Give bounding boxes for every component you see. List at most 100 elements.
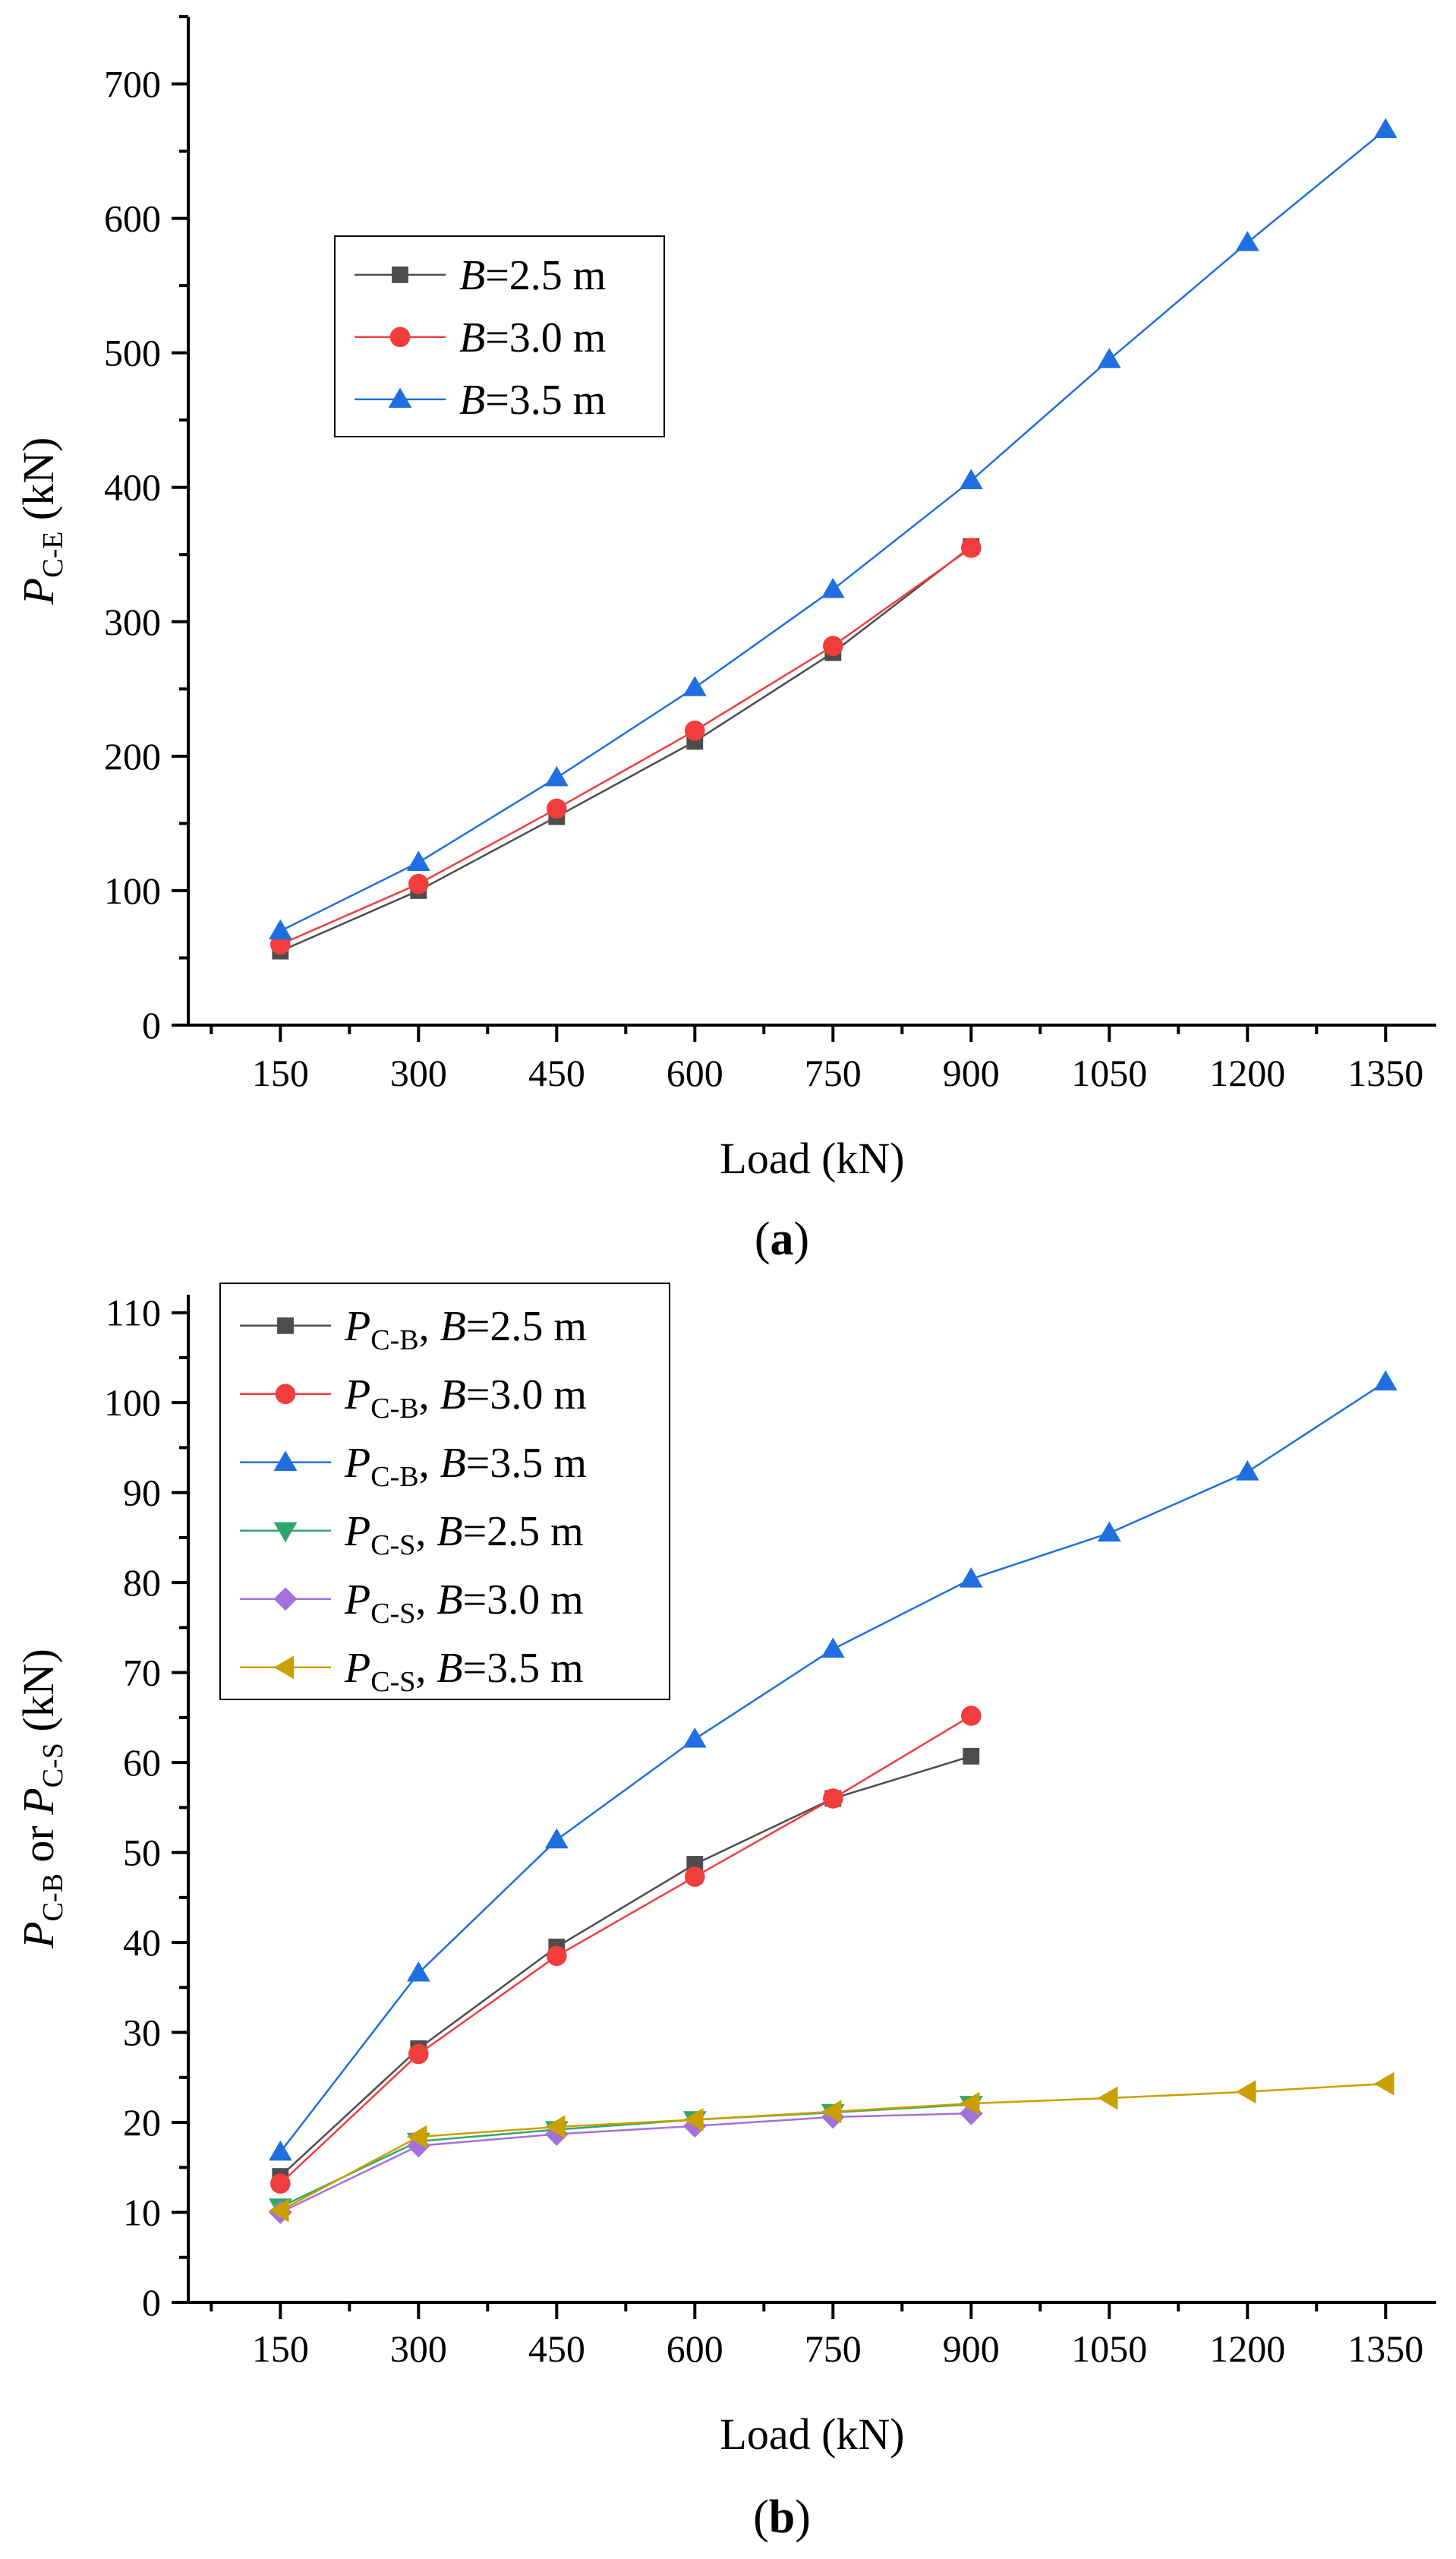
- data-point: [822, 1788, 843, 1809]
- data-point: [268, 2140, 292, 2161]
- y-tick-label: 500: [104, 332, 161, 374]
- legend-symbol: P: [344, 1371, 370, 1418]
- legend-variable: B: [436, 1508, 462, 1555]
- data-point: [547, 1945, 567, 1967]
- legend-subscript: C-B: [370, 1461, 418, 1493]
- legend-separator: ,: [415, 1645, 436, 1692]
- legend-variable: B: [440, 1440, 466, 1487]
- data-point: [1235, 2080, 1256, 2104]
- legend-separator: ,: [419, 1303, 440, 1350]
- y-tick-label: 600: [104, 197, 161, 240]
- legend-value: =2.5 m: [463, 1508, 584, 1555]
- legend-label: PC-B, B=3.0 m: [344, 1371, 587, 1425]
- x-tick-label: 1200: [1209, 1052, 1285, 1094]
- data-point: [822, 636, 843, 656]
- legend-variable: B: [436, 1645, 462, 1692]
- data-point: [406, 850, 430, 871]
- data-point: [408, 873, 429, 895]
- data-point: [270, 2173, 291, 2194]
- data-point: [821, 2100, 842, 2124]
- caption-letter: a: [771, 1213, 794, 1265]
- y-axis-title-unit: (kN): [14, 437, 63, 532]
- x-tick-label: 1050: [1071, 2327, 1147, 2370]
- legend-variable: B: [459, 314, 485, 361]
- x-tick-label: 600: [667, 2327, 723, 2370]
- x-tick-label: 750: [805, 1052, 862, 1094]
- series-2: [268, 1370, 1398, 2161]
- y-tick-label: 80: [123, 1561, 161, 1604]
- legend-marker: [273, 1655, 295, 1680]
- data-point: [268, 919, 292, 940]
- x-tick-label: 750: [805, 2327, 862, 2370]
- data-point: [268, 2198, 289, 2223]
- data-point: [960, 1705, 982, 1726]
- x-tick-label: 600: [667, 1052, 723, 1094]
- legend-value: =3.0 m: [485, 314, 606, 361]
- legend-separator: ,: [419, 1440, 440, 1487]
- legend-variable: B: [440, 1371, 466, 1418]
- data-point: [1373, 118, 1398, 138]
- legend-subscript: C-B: [370, 1393, 418, 1425]
- y-tick-label: 700: [104, 63, 161, 106]
- y-axis-title: PC-E (kN): [14, 437, 69, 606]
- data-point: [544, 2115, 566, 2139]
- y-axis-title-symbol: P: [14, 1921, 63, 1948]
- legend-symbol: P: [344, 1303, 370, 1350]
- legend-marker: [275, 1384, 296, 1405]
- y-tick-label: 110: [106, 1292, 161, 1334]
- data-point: [1373, 1370, 1398, 1391]
- legend-subscript: C-S: [370, 1529, 415, 1561]
- x-axis-title: Load (kN): [720, 1134, 904, 1183]
- x-tick-label: 900: [943, 2327, 1000, 2370]
- series-0: [272, 1747, 980, 2185]
- data-point: [408, 2043, 429, 2065]
- x-tick-label: 450: [528, 1052, 585, 1094]
- data-point: [544, 765, 569, 787]
- legend-symbol: P: [344, 1508, 370, 1555]
- series-line: [279, 547, 972, 945]
- y-tick-label: 50: [123, 1832, 161, 1874]
- legend: B=2.5 mB=3.0 mB=3.5 m: [334, 235, 665, 437]
- caption-paren: (: [755, 1213, 771, 1265]
- series-5: [268, 2071, 1395, 2223]
- series-1: [270, 1705, 982, 2194]
- data-point: [959, 469, 983, 490]
- legend-marker: [392, 266, 408, 283]
- legend-marker: [273, 1450, 298, 1471]
- legend-label: PC-S, B=2.5 m: [344, 1508, 584, 1561]
- caption-paren: (: [753, 2491, 769, 2543]
- data-point: [1373, 2071, 1395, 2096]
- y-axis-title-symbol: P: [14, 578, 63, 605]
- legend: PC-B, B=2.5 mPC-B, B=3.0 mPC-B, B=3.5 mP…: [219, 1283, 670, 1700]
- legend-value: =3.5 m: [466, 1440, 587, 1487]
- legend-subscript: C-S: [370, 1666, 415, 1698]
- data-point: [959, 1567, 983, 1588]
- y-tick-label: 90: [123, 1472, 161, 1514]
- y-tick-label: 70: [123, 1652, 161, 1694]
- y-tick-label: 100: [104, 869, 161, 912]
- caption-paren: ): [794, 1213, 810, 1265]
- y-tick-label: 30: [123, 2012, 161, 2054]
- x-tick-label: 1350: [1347, 1052, 1423, 1094]
- x-tick-label: 300: [390, 2327, 447, 2370]
- data-point: [685, 1866, 705, 1887]
- y-axis-title: PC-B or PC-S (kN): [14, 1649, 69, 1949]
- data-point: [1235, 231, 1259, 251]
- series-line: [279, 2112, 972, 2213]
- y-tick-label: 10: [123, 2191, 161, 2234]
- legend-marker: [277, 1317, 294, 1334]
- data-point: [1097, 2086, 1118, 2110]
- legend-variable: B: [440, 1303, 466, 1350]
- series-line: [279, 2082, 1386, 2212]
- legend-marker: [273, 1587, 298, 1611]
- chart-b: 0 10 20 30 40 50 60 70 80 90 100 110 150 300 450 600 750…: [14, 1283, 1436, 2543]
- x-tick-label: 900: [943, 1052, 1000, 1094]
- y-tick-label: 400: [104, 466, 161, 509]
- legend-symbol: P: [344, 1645, 370, 1692]
- data-point: [963, 1747, 980, 1765]
- y-tick-label: 40: [123, 1921, 161, 1964]
- x-tick-label: 450: [528, 2327, 585, 2370]
- legend-subscript: C-B: [370, 1324, 418, 1356]
- legend-label: B=3.0 m: [459, 314, 606, 361]
